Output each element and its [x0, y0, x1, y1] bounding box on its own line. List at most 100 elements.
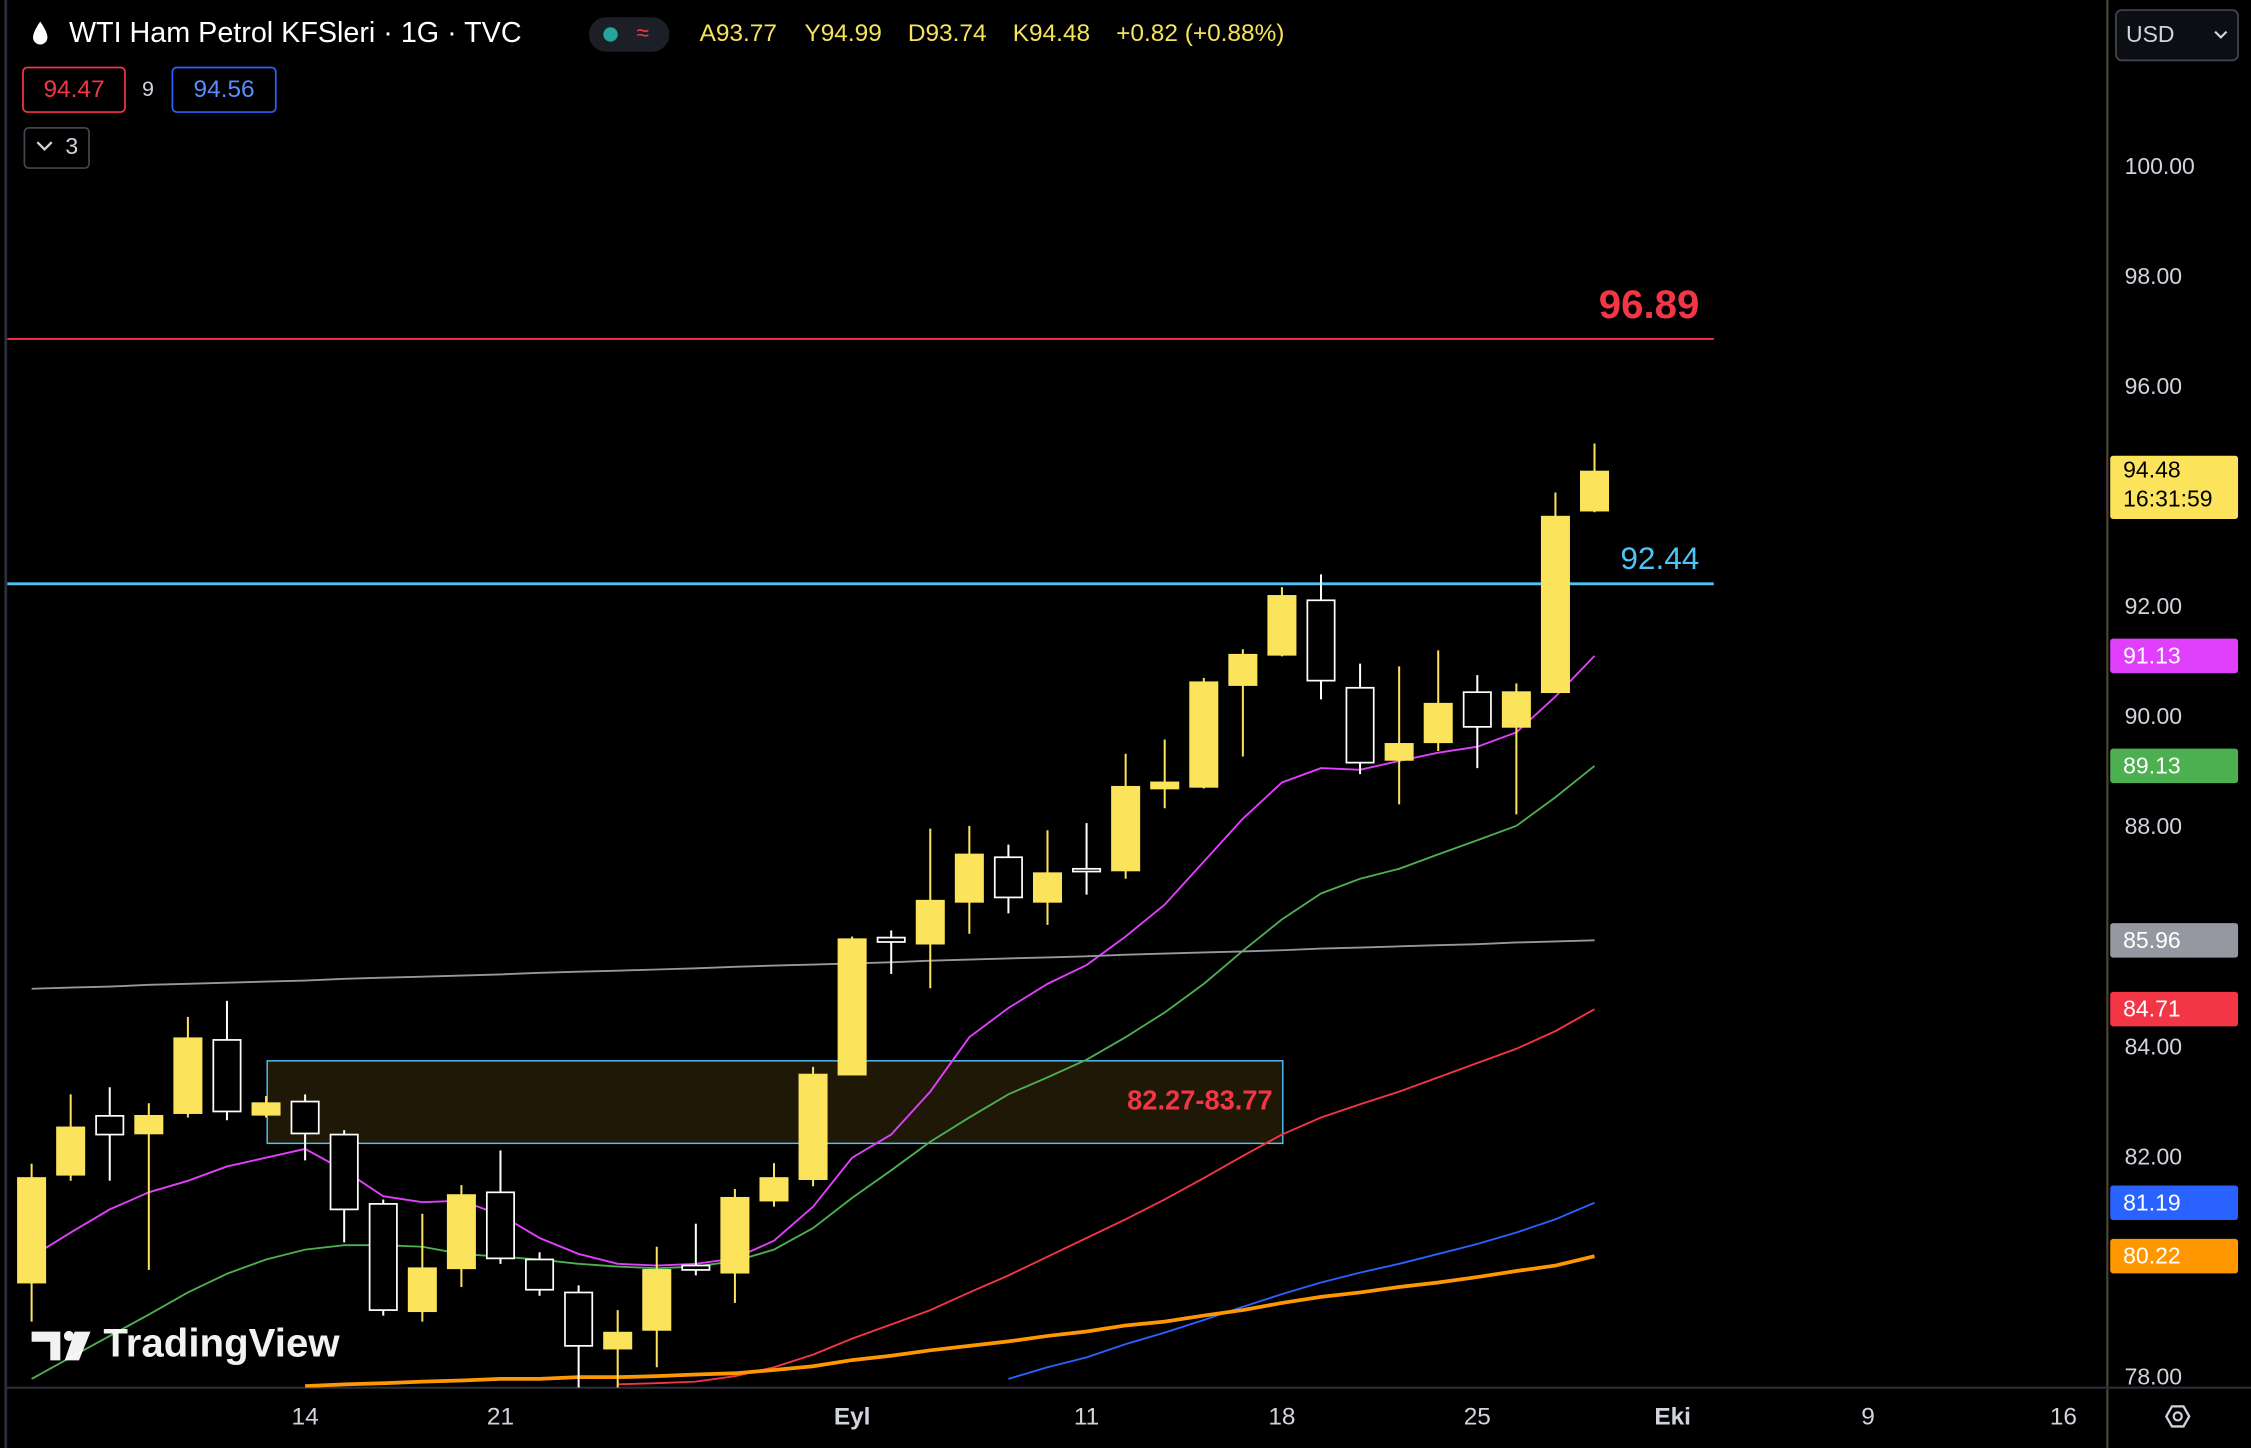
buy-price: 94.56 — [194, 76, 255, 103]
candle-body — [1462, 691, 1492, 728]
price-badge-label: 80.22 — [2123, 1243, 2180, 1269]
buy-button[interactable] — [171, 66, 277, 113]
candle-body — [368, 1203, 398, 1311]
sell-button[interactable] — [22, 66, 126, 113]
candle-body — [1345, 686, 1375, 764]
sell-price: 94.47 — [43, 76, 104, 103]
watermark-text: TradingView — [103, 1321, 340, 1366]
price-badge-label: 85.96 — [2123, 927, 2180, 953]
price-badge-label: 84.71 — [2123, 996, 2180, 1022]
ohlc-low: D93.74 — [908, 20, 987, 47]
candle-body — [1306, 599, 1336, 682]
plot-area — [7, 338, 1714, 1388]
last-price-badge — [2110, 455, 2239, 519]
x-tick-label: Eyl — [834, 1403, 871, 1430]
y-tick-label: 90.00 — [2125, 703, 2182, 729]
x-tick-label: 16 — [2050, 1403, 2077, 1430]
settings-dot — [2172, 1411, 2183, 1422]
logo-part — [64, 1331, 91, 1361]
candle-body — [95, 1114, 125, 1136]
candle-body — [1423, 702, 1453, 744]
symbol-title[interactable]: WTI Ham Petrol KFSleri · 1G · TVC — [69, 17, 522, 49]
candle-body — [485, 1191, 515, 1260]
candle-body — [1072, 867, 1102, 873]
x-tick-label: Eki — [1654, 1403, 1691, 1430]
spread: 9 — [142, 77, 154, 101]
candle-body — [993, 856, 1023, 899]
candle-body — [525, 1258, 555, 1291]
data-status-icon: ≈ — [636, 20, 649, 46]
price-badge-label: 81.19 — [2123, 1189, 2180, 1215]
currency-chevron — [2214, 30, 2228, 39]
x-tick-label: 25 — [1464, 1403, 1491, 1430]
candle-body — [134, 1114, 164, 1135]
ohlc-close: K94.48 — [1013, 20, 1090, 47]
indicators-toggle[interactable] — [23, 126, 90, 169]
candle-body — [251, 1102, 281, 1116]
x-tick-label: 9 — [1861, 1403, 1875, 1430]
indicator-line — [31, 939, 1595, 990]
y-tick-label: 100.00 — [2125, 153, 2195, 179]
x-tick-label: 14 — [292, 1403, 319, 1430]
candle-body — [681, 1264, 711, 1271]
candle-body — [329, 1133, 359, 1211]
candle-body — [212, 1039, 242, 1113]
ohlc-open: A93.77 — [700, 20, 777, 47]
candle-body — [1501, 691, 1531, 728]
y-tick-label: 82.00 — [2125, 1143, 2182, 1169]
status-pill[interactable] — [588, 17, 670, 52]
settings-icon[interactable] — [2164, 1405, 2191, 1428]
price-badge-label: 89.13 — [2123, 752, 2180, 778]
countdown: 16:31:59 — [2123, 485, 2212, 511]
candle-body — [1384, 743, 1414, 761]
ohlc-change: +0.82 (+0.88%) — [1116, 20, 1284, 47]
symbol-icon — [33, 21, 48, 45]
ohlc-high: Y94.99 — [804, 20, 881, 47]
candle-body — [1540, 515, 1570, 694]
candle-body — [290, 1100, 320, 1135]
last-price-label: 94.48 — [2123, 457, 2180, 483]
price-badge — [2110, 1238, 2239, 1274]
candle-body — [1032, 872, 1063, 903]
candle-body — [876, 936, 906, 943]
indicators-count: 3 — [65, 133, 78, 159]
watermark: TradingView — [31, 1321, 340, 1366]
candle-body — [564, 1291, 594, 1347]
y-tick-label: 98.00 — [2125, 263, 2182, 289]
candle-body — [720, 1196, 750, 1274]
x-tick-label: 21 — [487, 1403, 514, 1430]
zone-label: 82.27-83.77 — [1127, 1084, 1273, 1115]
candle-body — [954, 853, 984, 903]
market-status-dot — [603, 27, 618, 42]
price-zone — [266, 1060, 1284, 1145]
indicator-line — [305, 1254, 1595, 1388]
price-badge — [2110, 638, 2239, 674]
candle-body — [759, 1177, 789, 1202]
candle-body — [642, 1269, 672, 1331]
candle-body — [407, 1267, 437, 1313]
candle-body — [603, 1331, 633, 1350]
candle-body — [1111, 785, 1141, 872]
y-tick-label: 78.00 — [2125, 1363, 2182, 1389]
horizontal-line-label: 96.89 — [1599, 282, 1700, 327]
currency-select[interactable] — [2115, 9, 2239, 62]
price-badge — [2110, 991, 2239, 1027]
settings-hex — [2164, 1405, 2191, 1428]
x-tick-label: 18 — [1268, 1403, 1295, 1430]
price-badge — [2110, 923, 2239, 958]
candle-body — [798, 1073, 828, 1180]
candle-body — [1150, 781, 1180, 790]
y-tick-label: 92.00 — [2125, 593, 2182, 619]
candle-body — [446, 1194, 476, 1270]
currency: USD — [2126, 21, 2175, 47]
candle-body — [17, 1177, 47, 1284]
indicator-line — [1008, 1201, 1595, 1380]
indicator-line — [617, 1008, 1595, 1386]
y-tick-label: 84.00 — [2125, 1033, 2182, 1059]
candle-body — [1267, 595, 1297, 656]
candle-body — [1580, 470, 1610, 512]
price-badge — [2110, 748, 2239, 784]
